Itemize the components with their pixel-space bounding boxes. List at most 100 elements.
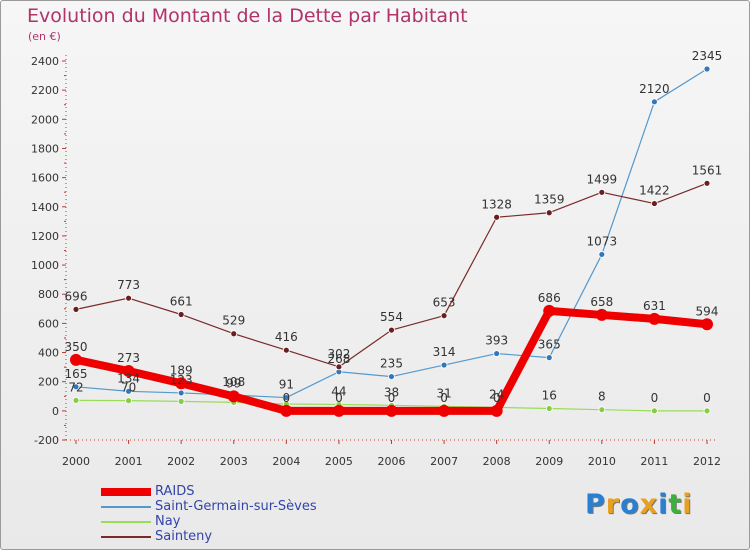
data-label-saint-germain-sur-s-ves: 91 (279, 378, 294, 392)
data-point-saint-germain-sur-s-ves (177, 389, 185, 397)
data-label-nay: 38 (384, 385, 399, 399)
data-point-saint-germain-sur-s-ves (388, 373, 395, 380)
data-point-raids (70, 353, 82, 366)
series-line-saint-germain-sur-s-ves (75, 68, 708, 399)
data-point-saint-germain-sur-s-ves (440, 361, 448, 369)
data-point-sainteny (125, 294, 132, 302)
x-tick-label: 2003 (220, 455, 248, 468)
data-point-sainteny (703, 179, 711, 187)
legend-item: RAIDS (101, 485, 401, 499)
data-point-sainteny (230, 330, 238, 338)
x-tick-label: 2005 (325, 455, 353, 468)
data-label-raids: 0 (388, 391, 396, 405)
x-tick-label: 2011 (640, 455, 668, 468)
y-tick-label: 400 (38, 347, 59, 360)
legend-item: Saint-Germain-sur-Sèves (101, 500, 401, 514)
data-label-raids: 631 (643, 299, 666, 313)
series-line-sainteny (75, 182, 708, 368)
data-label-saint-germain-sur-s-ves: 365 (538, 338, 561, 352)
data-label-raids: 658 (590, 295, 613, 309)
data-label-raids: 273 (117, 351, 140, 365)
data-label-saint-germain-sur-s-ves: 2120 (639, 82, 670, 96)
legend-label: Sainteny (155, 529, 213, 544)
data-point-nay (598, 406, 606, 414)
data-point-sainteny (440, 312, 448, 320)
data-label-raids: 350 (65, 340, 88, 354)
data-point-sainteny (388, 326, 395, 334)
data-label-nay: 44 (331, 384, 346, 398)
data-label-raids: 0 (283, 391, 291, 405)
y-tick-label: 200 (38, 376, 59, 389)
legend-swatch (101, 521, 151, 523)
y-tick-label: 600 (38, 317, 59, 330)
data-label-raids: 99 (226, 376, 241, 390)
data-label-nay: 72 (68, 380, 83, 394)
data-point-raids (280, 404, 293, 417)
data-label-nay: 0 (703, 391, 711, 405)
data-label-raids: 594 (696, 304, 719, 318)
data-point-nay (125, 397, 132, 405)
data-point-nay (177, 397, 185, 405)
data-label-raids: 686 (538, 291, 561, 305)
data-label-sainteny: 1359 (534, 193, 565, 207)
proxiti-logo: Proxiti (585, 489, 693, 520)
x-tick-label: 2008 (483, 455, 511, 468)
data-point-raids (595, 308, 608, 321)
data-label-nay: 16 (542, 389, 557, 403)
data-label-saint-germain-sur-s-ves: 2345 (692, 49, 723, 63)
data-label-raids: 0 (493, 391, 501, 405)
data-point-saint-germain-sur-s-ves (598, 251, 606, 258)
data-point-raids (175, 377, 188, 390)
data-label-sainteny: 773 (117, 278, 140, 292)
data-label-sainteny: 696 (65, 289, 88, 303)
logo-letter: r (605, 489, 621, 520)
y-tick-label: 1200 (31, 230, 59, 243)
data-point-raids (490, 404, 503, 417)
x-tick-label: 2010 (588, 455, 616, 468)
data-label-saint-germain-sur-s-ves: 108 (222, 375, 245, 389)
data-point-raids (385, 404, 398, 417)
y-tick-label: 2400 (31, 55, 59, 68)
y-tick-label: 800 (38, 288, 59, 301)
data-point-nay (72, 396, 80, 404)
data-point-raids (122, 365, 135, 378)
x-tick-label: 2009 (535, 455, 563, 468)
logo-letter: t (668, 489, 683, 520)
logo-letter: i (682, 489, 693, 520)
legend-label: Saint-Germain-sur-Sèves (155, 499, 317, 514)
data-label-sainteny: 1499 (587, 172, 618, 186)
data-point-nay (545, 405, 553, 412)
data-point-saint-germain-sur-s-ves (125, 387, 132, 395)
data-point-nay (703, 407, 711, 415)
chart-title: Evolution du Montant de la Dette par Hab… (27, 5, 468, 27)
y-tick-label: 1400 (31, 201, 59, 214)
y-tick-label: 2200 (31, 84, 59, 97)
data-label-sainteny: 302 (327, 347, 350, 361)
data-point-sainteny (72, 305, 80, 313)
data-point-saint-germain-sur-s-ves (545, 354, 553, 362)
data-label-saint-germain-sur-s-ves: 1073 (587, 234, 618, 248)
y-tick-label: 0 (52, 405, 59, 418)
x-tick-label: 2004 (272, 455, 300, 468)
chart-subtitle: (en €) (28, 30, 61, 43)
data-label-nay: 70 (121, 381, 136, 395)
data-point-raids (227, 390, 240, 403)
data-label-sainteny: 1328 (481, 197, 512, 211)
y-tick-label: 1000 (31, 259, 59, 272)
data-label-raids: 0 (335, 391, 343, 405)
x-tick-label: 2000 (62, 455, 90, 468)
data-point-sainteny (282, 346, 290, 354)
y-tick-label: 1800 (31, 142, 59, 155)
x-tick-label: 2002 (167, 455, 195, 468)
data-point-nay (651, 407, 658, 415)
y-tick-label: 2000 (31, 113, 59, 126)
data-point-raids (648, 312, 661, 325)
legend-swatch (101, 506, 151, 508)
data-point-sainteny (177, 311, 185, 318)
data-point-saint-germain-sur-s-ves (493, 350, 501, 357)
data-label-raids: 0 (440, 391, 448, 405)
data-label-saint-germain-sur-s-ves: 268 (327, 352, 350, 366)
data-point-sainteny (493, 213, 501, 221)
data-label-saint-germain-sur-s-ves: 123 (170, 373, 193, 387)
